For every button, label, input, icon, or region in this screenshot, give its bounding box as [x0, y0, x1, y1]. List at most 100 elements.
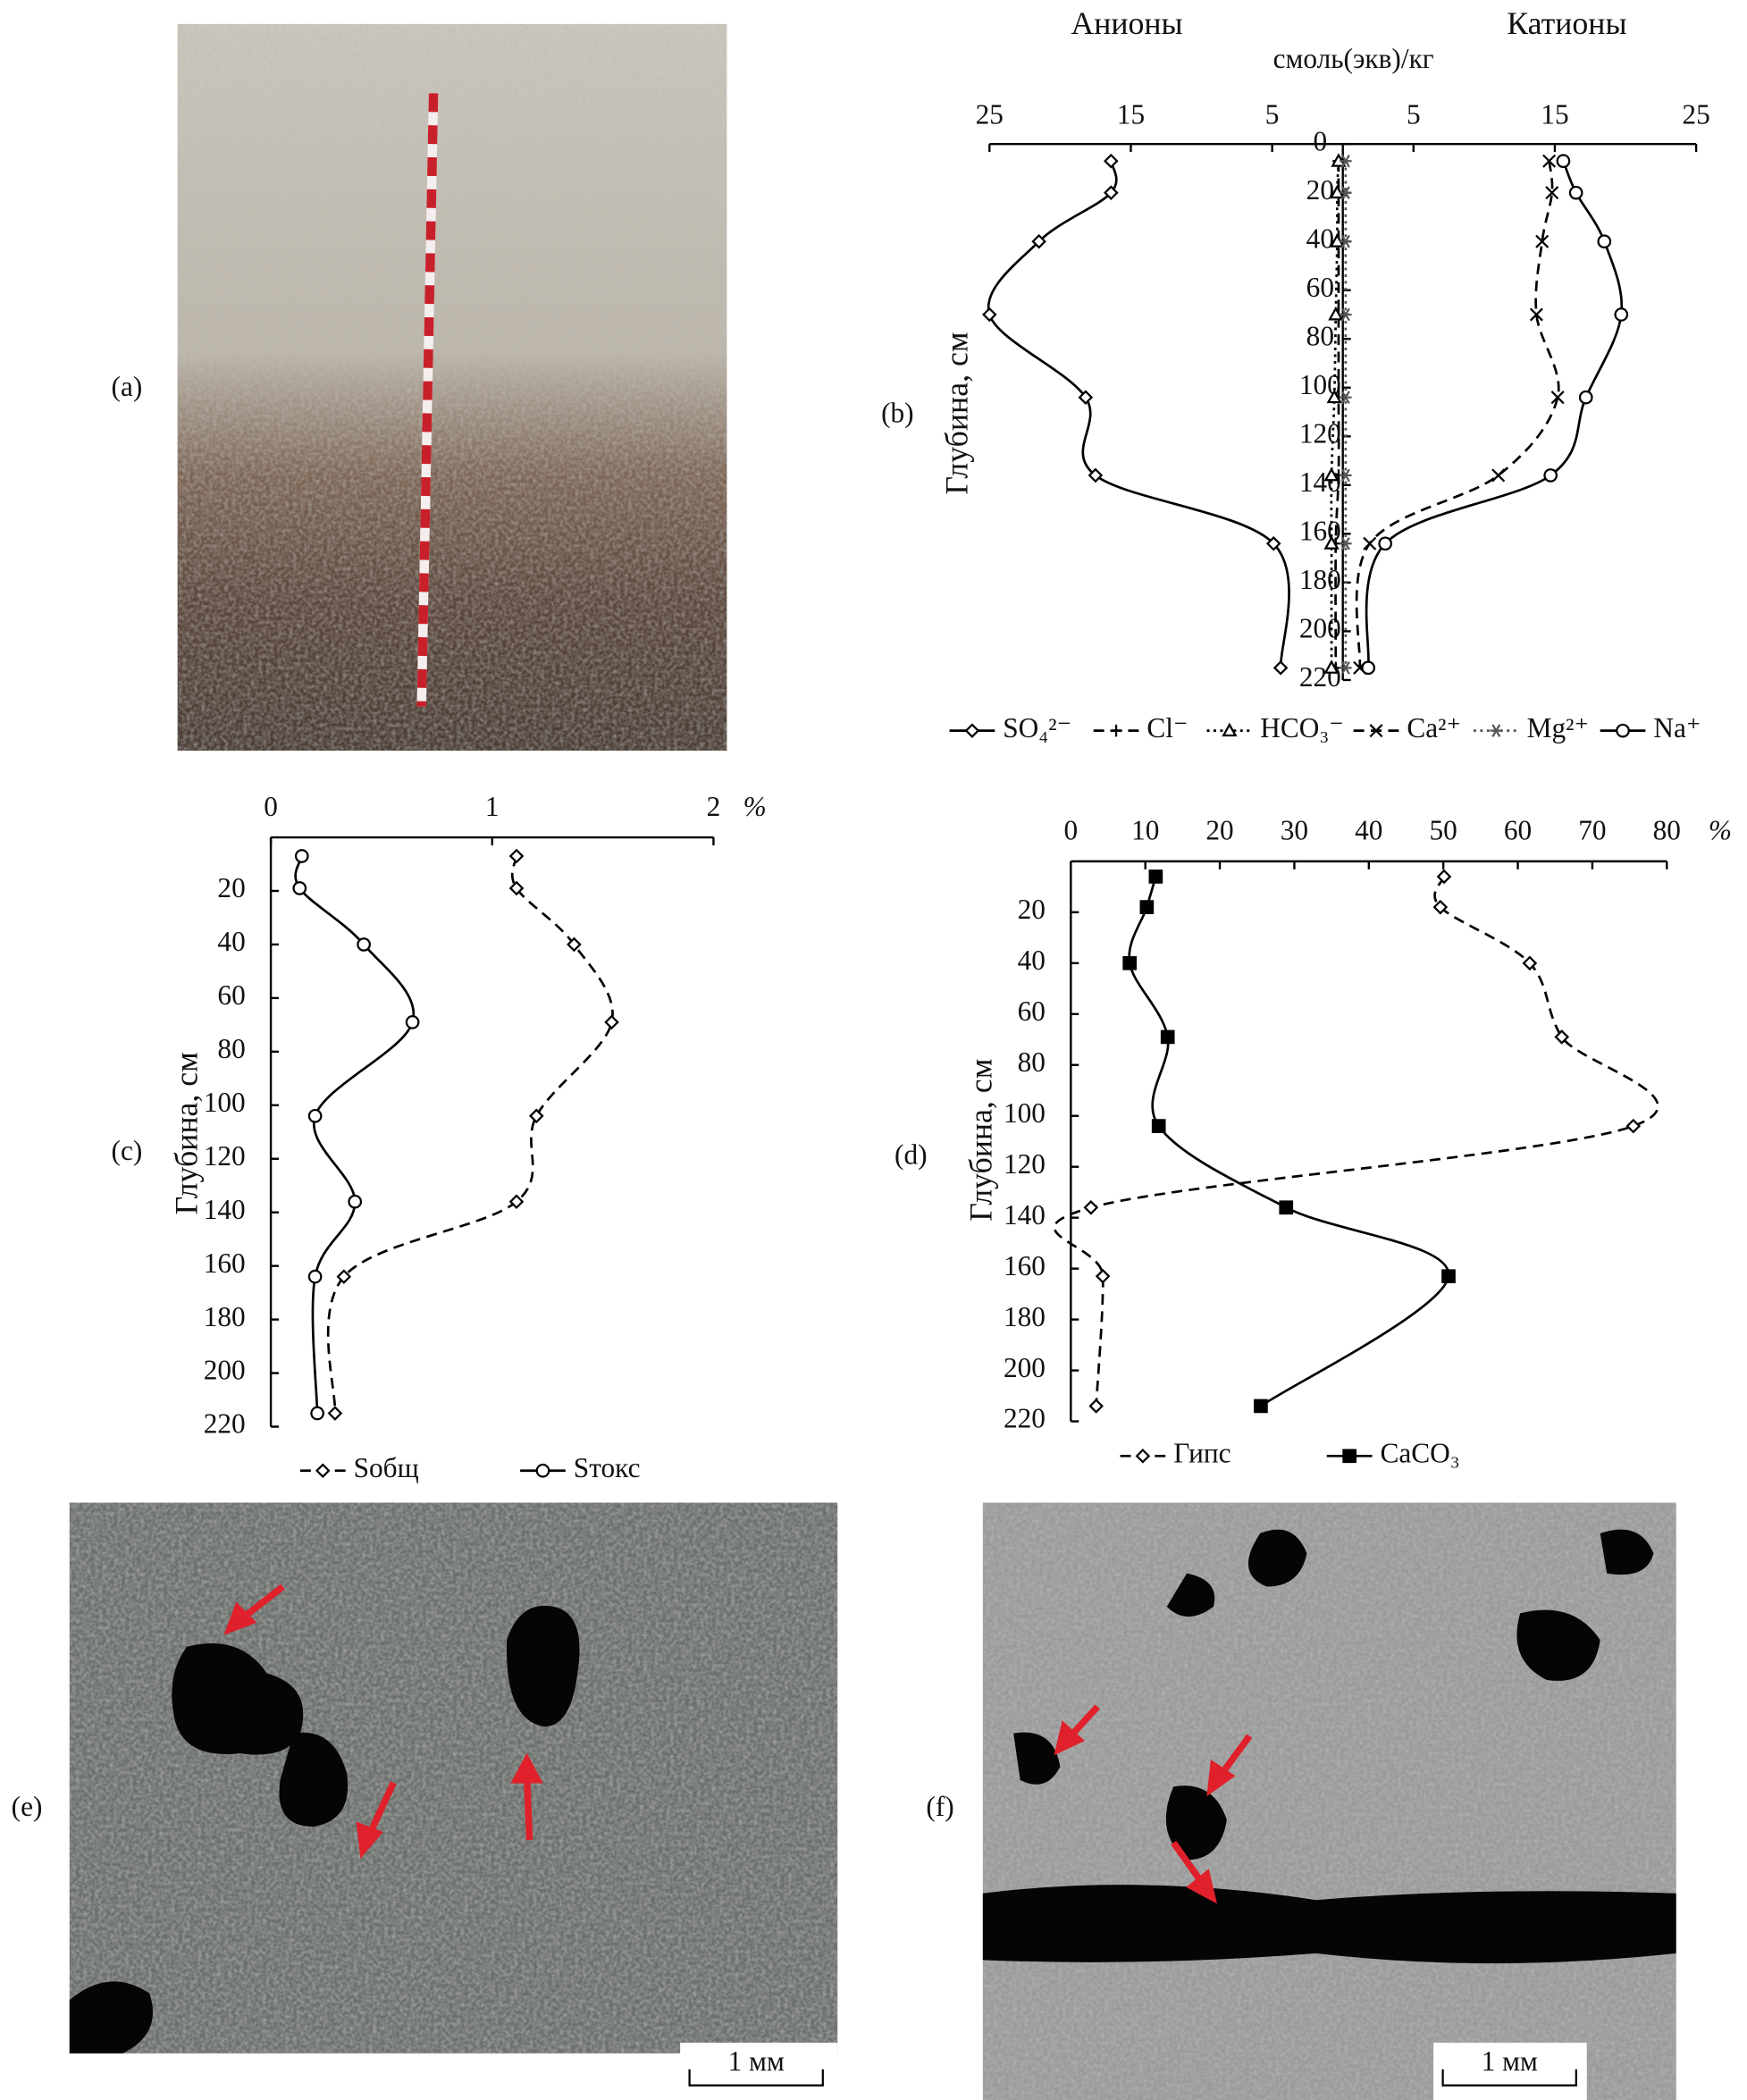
data-point [1340, 536, 1352, 550]
data-point [1340, 661, 1352, 675]
legend-label: Sобщ [354, 1452, 419, 1483]
data-point [1083, 1199, 1099, 1215]
y-tick-label: 60 [217, 979, 245, 1011]
x-tick-label: 1 [485, 791, 500, 822]
panel-label: (e) [12, 1791, 43, 1822]
y-tick-label: 220 [204, 1408, 246, 1440]
y-tick-label: 100 [204, 1087, 246, 1118]
legend-label: Ca²⁺ [1407, 712, 1461, 743]
data-point [1543, 468, 1558, 483]
y-tick-label: 140 [204, 1194, 246, 1225]
legend-marker [964, 723, 980, 738]
data-point [1088, 1399, 1104, 1414]
data-point [1104, 185, 1119, 200]
legend-marker [1135, 1449, 1151, 1464]
y-tick-label: 60 [1018, 995, 1046, 1027]
y-tick-label: 200 [204, 1355, 246, 1386]
legend-label: Mg²⁺ [1527, 712, 1589, 743]
scale-bar-label: 1 мм [1482, 2045, 1538, 2077]
data-point [1088, 467, 1104, 483]
data-point [1556, 154, 1571, 169]
y-tick-label: 40 [217, 926, 245, 957]
x-tick-label: 15 [1117, 98, 1145, 130]
series-line [987, 160, 1290, 668]
series-line [294, 855, 416, 1414]
data-point [604, 1014, 619, 1030]
data-point [327, 1406, 343, 1421]
data-point [405, 1015, 420, 1029]
y-axis-title: Глубина, см [168, 1052, 204, 1214]
legend-marker [1222, 722, 1238, 737]
photo-e [69, 1502, 838, 2100]
data-point [348, 1194, 363, 1209]
legend-label: Sтокс [574, 1452, 641, 1483]
legend-marker [1616, 723, 1630, 738]
data-point [1148, 869, 1163, 884]
data-point [1272, 660, 1289, 676]
panel-label: (b) [881, 398, 914, 429]
data-point [1545, 186, 1559, 200]
x-axis-title: смоль(экв)/кг [1273, 43, 1434, 74]
data-point [1104, 153, 1119, 169]
y-tick-label: 20 [217, 872, 245, 903]
x-tick-label: 25 [1682, 98, 1709, 130]
data-point [1078, 390, 1094, 405]
x-tick-label: 70 [1578, 815, 1606, 846]
series-line [1128, 876, 1450, 1407]
data-point [1550, 391, 1565, 405]
x-tick-label: 25 [976, 98, 1004, 130]
series-line [1365, 160, 1624, 668]
y-tick-label: 200 [1299, 613, 1341, 644]
axis-title: Катионы [1507, 5, 1626, 41]
y-tick-label: 120 [204, 1140, 246, 1172]
data-point [1361, 660, 1376, 676]
y-tick-label: 160 [1004, 1250, 1046, 1281]
y-tick-label: 180 [204, 1301, 246, 1332]
data-point [1326, 389, 1342, 404]
photo-f [982, 1502, 1676, 2100]
y-tick-label: 140 [1004, 1199, 1046, 1231]
data-point [508, 848, 525, 864]
data-point [529, 1108, 544, 1124]
legend-marker [315, 1463, 331, 1479]
data-point [1542, 154, 1557, 168]
legend-marker [1342, 1449, 1356, 1464]
legend-label: CaCO₃ [1380, 1438, 1459, 1469]
y-tick-label: 80 [1306, 320, 1334, 351]
data-point [1328, 306, 1344, 321]
data-point [1265, 535, 1281, 551]
data-point [292, 881, 307, 895]
x-tick-label: 2 [707, 791, 721, 822]
y-tick-label: 40 [1018, 945, 1046, 976]
data-point [336, 1269, 352, 1284]
legend-label: SO₄²⁻ [1003, 712, 1071, 743]
y-axis-title: Глубина, см [963, 1059, 999, 1222]
y-tick-label: 120 [1299, 417, 1341, 449]
x-unit: % [743, 791, 767, 822]
data-point [1432, 899, 1449, 915]
axis-title: Анионы [1071, 5, 1182, 41]
y-tick-label: 20 [1306, 174, 1334, 206]
data-point [1491, 468, 1506, 483]
data-point [1535, 234, 1550, 248]
data-point [1436, 869, 1452, 885]
data-point [307, 1269, 323, 1284]
data-point [1614, 307, 1629, 322]
legend-label: Na⁺ [1653, 712, 1701, 743]
series-line [1330, 161, 1340, 668]
x-tick-label: 30 [1281, 815, 1308, 846]
data-point [1160, 1029, 1175, 1045]
data-point [1254, 1399, 1268, 1414]
data-point [1363, 536, 1377, 550]
data-point [1441, 1269, 1456, 1284]
data-point [1529, 307, 1543, 322]
legend-label: Cl⁻ [1146, 712, 1188, 743]
panel-label: (a) [112, 371, 143, 402]
data-point [1340, 234, 1352, 248]
y-tick-label: 60 [1306, 272, 1334, 303]
series-line [1355, 161, 1560, 668]
data-point [1340, 307, 1352, 322]
data-point [1340, 186, 1352, 199]
data-point [1554, 1029, 1570, 1045]
